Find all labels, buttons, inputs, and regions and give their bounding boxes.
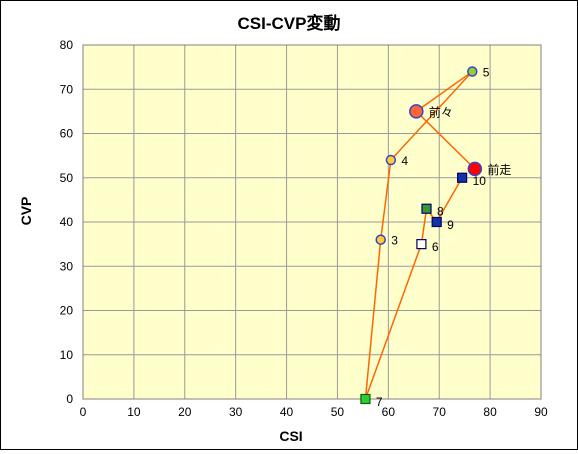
- y-axis-label: CVP: [18, 197, 34, 226]
- chart-title: CSI-CVP変動: [238, 13, 341, 33]
- y-tick-label: 10: [60, 348, 74, 362]
- y-tick-label: 40: [60, 215, 74, 229]
- data-point: [385, 154, 397, 166]
- y-tick-label: 30: [60, 259, 74, 273]
- data-point: [431, 216, 442, 228]
- data-label: 5: [483, 66, 490, 80]
- data-point: [416, 239, 427, 250]
- data-label: 3: [391, 234, 398, 248]
- data-point: [421, 203, 432, 214]
- y-tick-label: 70: [60, 82, 74, 96]
- plot-area: 0 10 20 30 40 50 60 70 80 90 0 10 20 30 40 50 60 70 80 前走 前々…: [60, 38, 548, 419]
- data-point: [409, 104, 424, 119]
- y-tick-label: 0: [66, 392, 73, 406]
- x-tick-label: 10: [127, 405, 141, 419]
- data-label: 前々: [429, 104, 453, 119]
- data-point: [375, 234, 386, 245]
- data-label: 9: [447, 218, 454, 232]
- x-tick-label: 80: [483, 405, 497, 419]
- x-tick-label: 30: [229, 405, 243, 419]
- y-tick-label: 20: [60, 304, 74, 318]
- x-axis-label: CSI: [279, 428, 302, 444]
- data-label: 8: [437, 205, 444, 219]
- data-label: 10: [473, 174, 487, 188]
- data-point: [467, 66, 478, 77]
- x-tick-label: 20: [178, 405, 192, 419]
- data-label: 前走: [487, 162, 511, 177]
- data-point: [457, 172, 468, 183]
- plot-border: [82, 44, 542, 400]
- data-label: 4: [401, 154, 408, 168]
- x-tick-label: 90: [534, 405, 548, 419]
- data-label: 6: [432, 240, 439, 254]
- x-tick-label: 50: [331, 405, 345, 419]
- y-tick-label: 80: [60, 38, 74, 52]
- x-tick-label: 40: [280, 405, 294, 419]
- x-tick-label: 0: [80, 405, 87, 419]
- data-label: 7: [376, 395, 383, 409]
- series-line: [364, 70, 476, 400]
- y-tick-label: 50: [60, 171, 74, 185]
- data-point: [467, 161, 483, 177]
- x-tick-label: 70: [433, 405, 447, 419]
- x-tick-label: 60: [382, 405, 396, 419]
- data-point: [360, 393, 371, 405]
- y-tick-label: 60: [60, 127, 74, 141]
